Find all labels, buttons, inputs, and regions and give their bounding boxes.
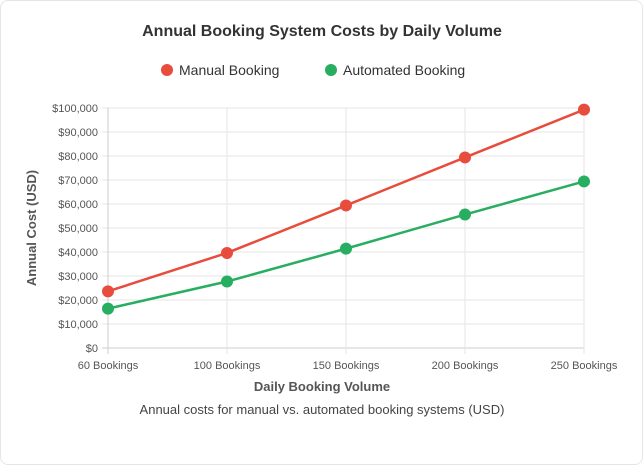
data-point (340, 242, 352, 255)
y-tick-label: $80,000 (58, 151, 98, 163)
legend-item-1[interactable]: Automated Booking (325, 62, 465, 78)
y-tick-label: $50,000 (58, 223, 98, 235)
y-tick-label: $0 (86, 343, 98, 355)
chart-title: Annual Booking System Costs by Daily Vol… (142, 23, 502, 40)
legend-marker (325, 64, 337, 76)
y-tick-label: $90,000 (58, 127, 98, 139)
x-tick-label: 100 Bookings (194, 360, 261, 372)
legend-marker (161, 64, 173, 76)
x-axis-label: Daily Booking Volume (254, 379, 390, 394)
y-tick-label: $100,000 (52, 103, 98, 115)
x-tick-label: 250 Bookings (551, 360, 618, 372)
data-point (459, 151, 471, 164)
y-tick-label: $60,000 (58, 199, 98, 211)
series-layer (102, 103, 590, 315)
grid (102, 107, 585, 354)
y-axis-label: Annual Cost (USD) (24, 170, 39, 286)
data-point (221, 246, 233, 259)
data-point (459, 208, 471, 221)
data-point (578, 103, 590, 116)
data-point (340, 199, 352, 212)
x-tick-label: 60 Bookings (78, 360, 139, 372)
y-tick-label: $40,000 (58, 247, 98, 259)
data-point (578, 175, 590, 188)
x-tick-label: 200 Bookings (432, 360, 499, 372)
chart-subtitle: Annual costs for manual vs. automated bo… (140, 402, 505, 417)
x-axis-ticks: 60 Bookings 100 Bookings 150 Bookings 200 B… (78, 360, 618, 372)
x-tick-label: 150 Bookings (313, 360, 380, 372)
legend[interactable]: Manual Booking Automated Booking (161, 62, 465, 78)
legend-item-0[interactable]: Manual Booking (161, 62, 279, 78)
legend-label: Manual Booking (179, 62, 279, 78)
y-tick-label: $10,000 (58, 319, 98, 331)
y-tick-label: $70,000 (58, 175, 98, 187)
y-tick-label: $30,000 (58, 271, 98, 283)
data-point (221, 275, 233, 288)
y-axis-ticks: $0 $10,000 $20,000 $30,000 $40,000 $50,000 $60… (52, 103, 98, 355)
data-point (102, 302, 114, 315)
data-point (102, 285, 114, 298)
y-tick-label: $20,000 (58, 295, 98, 307)
legend-label: Automated Booking (343, 62, 465, 78)
